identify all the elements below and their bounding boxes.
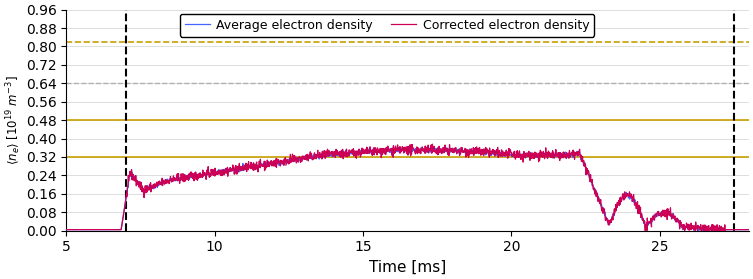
Y-axis label: $\langle n_e \rangle$ [$10^{19}$ $m^{-3}$]: $\langle n_e \rangle$ [$10^{19}$ $m^{-3}… [5, 75, 23, 165]
Average electron density [444, 150, 453, 153]
Line: Corrected electron density: Corrected electron density [66, 144, 748, 230]
Corrected electron density [157, 181, 166, 185]
Average electron density [62, 228, 71, 231]
Corrected electron density [294, 156, 303, 159]
Corrected electron density [641, 229, 650, 232]
Corrected electron density [633, 200, 642, 203]
Corrected electron density [428, 143, 437, 146]
Corrected electron density [428, 145, 437, 148]
Average electron density [744, 228, 753, 231]
Average electron density [698, 229, 707, 232]
Average electron density [428, 146, 437, 149]
Corrected electron density [62, 228, 71, 231]
Average electron density [434, 146, 443, 149]
X-axis label: Time [ms]: Time [ms] [369, 260, 447, 275]
Average electron density [633, 206, 642, 210]
Corrected electron density [586, 177, 595, 181]
Average electron density [586, 178, 595, 181]
Corrected electron density [444, 153, 453, 156]
Line: Average electron density: Average electron density [66, 147, 748, 230]
Corrected electron density [744, 228, 753, 231]
Legend: Average electron density, Corrected electron density: Average electron density, Corrected elec… [180, 14, 594, 37]
Average electron density [157, 181, 166, 184]
Average electron density [294, 157, 303, 161]
